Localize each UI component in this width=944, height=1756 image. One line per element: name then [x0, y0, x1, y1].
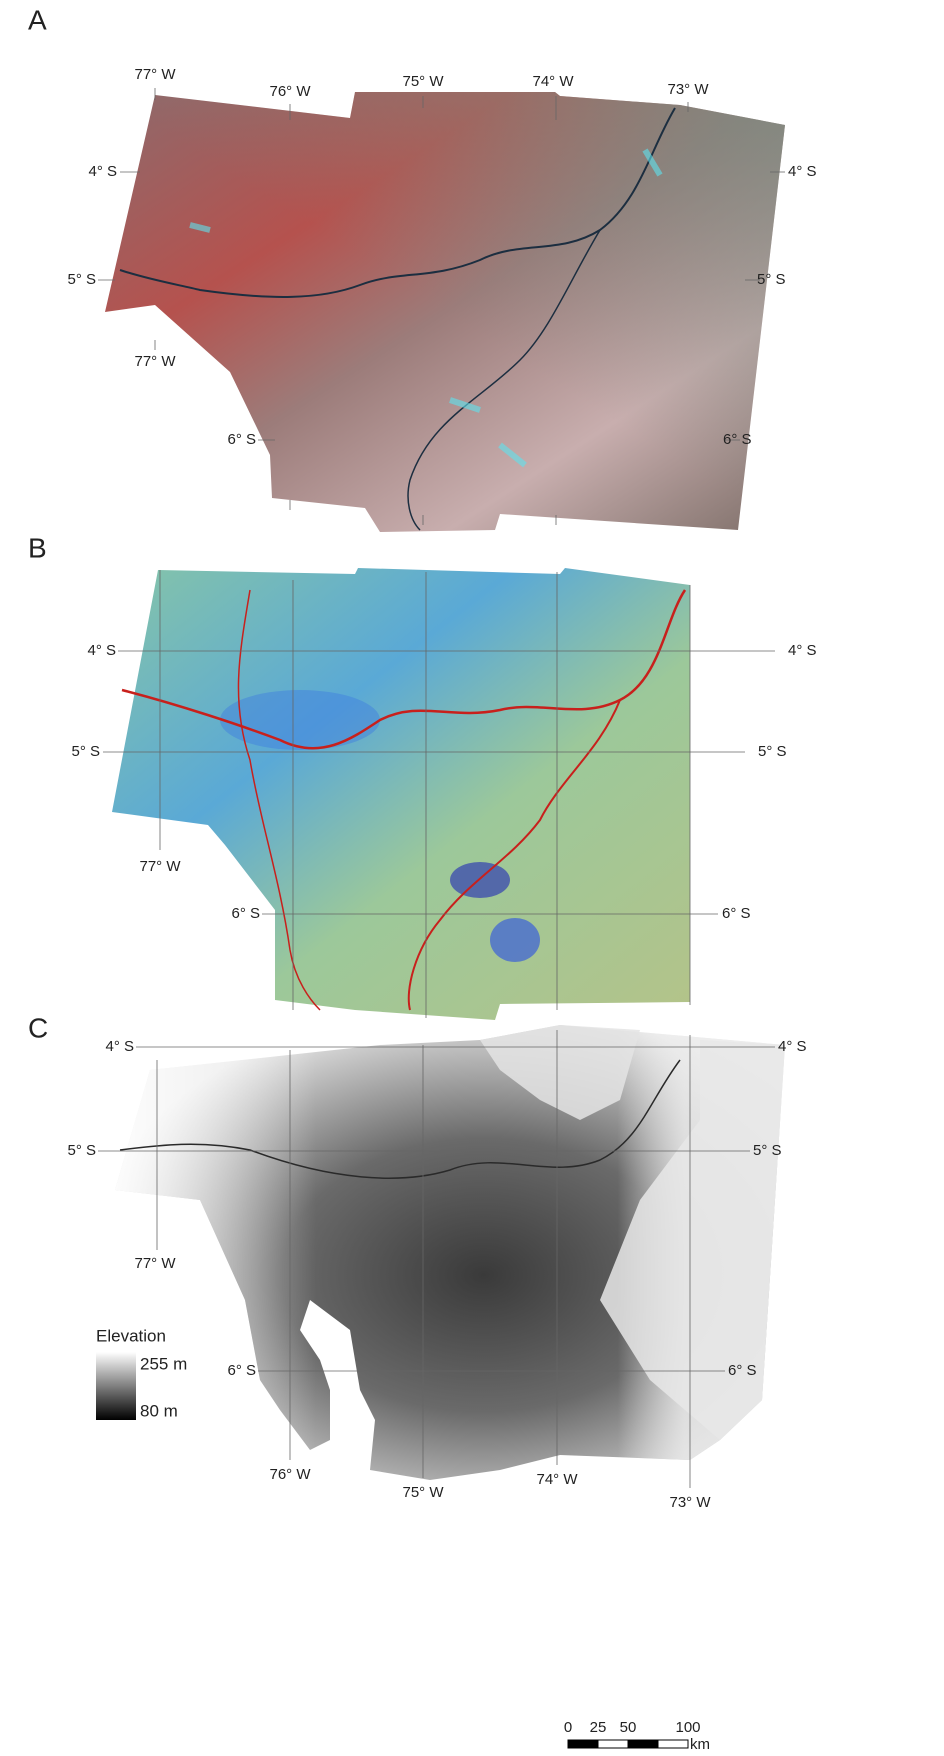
legend-title: Elevation: [96, 1326, 166, 1345]
panel-letter: B: [28, 532, 47, 563]
figure: A 77° W 76° W 75° W 74° W 73° W 4° S 4° …: [0, 0, 944, 1756]
lon-label: 76° W: [269, 83, 311, 100]
scale-label: 25: [590, 1719, 607, 1736]
lon-label: 75° W: [402, 73, 444, 90]
lat-label: 6° S: [227, 1362, 256, 1379]
scale-label: 50: [620, 1719, 637, 1736]
scale-label: 0: [564, 1719, 572, 1736]
lon-label: 74° W: [536, 1471, 578, 1488]
lat-label: 5° S: [71, 743, 100, 760]
lat-label: 5° S: [753, 1142, 782, 1159]
lon-label: 73° W: [669, 1494, 711, 1511]
lat-label: 4° S: [88, 163, 117, 180]
lat-label: 4° S: [105, 1038, 134, 1055]
panel-b: B 4° S 4° S 5° S 5° S 77° W 6° S 6° S: [28, 532, 817, 1020]
scale-label: 100: [675, 1719, 700, 1736]
lat-label: 4° S: [788, 642, 817, 659]
image-overlay: [105, 92, 785, 532]
legend: Elevation 255 m 80 m: [96, 1326, 187, 1420]
legend-min: 80 m: [140, 1401, 178, 1420]
scale-segment: [658, 1740, 688, 1748]
lon-label: 73° W: [667, 81, 709, 98]
lon-label: 77° W: [139, 858, 181, 875]
lat-label: 5° S: [67, 271, 96, 288]
lon-label: 77° W: [134, 1255, 176, 1272]
lat-label: 6° S: [728, 1362, 757, 1379]
panel-letter: A: [28, 4, 47, 35]
lon-label: 74° W: [532, 73, 574, 90]
lon-label: 76° W: [269, 1466, 311, 1483]
lon-label: 77° W: [134, 66, 176, 83]
flooded-area: [450, 862, 510, 898]
scale-unit: km: [690, 1736, 710, 1753]
panel-a: A 77° W 76° W 75° W 74° W 73° W 4° S 4° …: [28, 4, 817, 532]
scale-bar: 0 25 50 100 km: [564, 1719, 710, 1753]
scale-segment: [598, 1740, 628, 1748]
scale-segment: [628, 1740, 658, 1748]
lat-label: 6° S: [231, 905, 260, 922]
lat-label: 4° S: [788, 163, 817, 180]
radar-image: [112, 568, 690, 1020]
panel-c: C 4° S 4° S 5° S 5° S 77° W 6° S 6° S 76…: [28, 1012, 807, 1511]
scale-segment: [568, 1740, 598, 1748]
flooded-area: [490, 918, 540, 962]
lat-label: 6° S: [722, 905, 751, 922]
lat-label: 5° S: [67, 1142, 96, 1159]
lat-label: 6° S: [227, 431, 256, 448]
legend-ramp: [96, 1352, 136, 1420]
lat-label: 6° S: [723, 431, 752, 448]
lat-label: 4° S: [778, 1038, 807, 1055]
panel-letter: C: [28, 1012, 48, 1043]
lat-label: 4° S: [87, 642, 116, 659]
lon-label: 77° W: [134, 353, 176, 370]
lon-label: 75° W: [402, 1484, 444, 1501]
legend-max: 255 m: [140, 1354, 187, 1373]
lat-label: 5° S: [758, 743, 787, 760]
lat-label: 5° S: [757, 271, 786, 288]
